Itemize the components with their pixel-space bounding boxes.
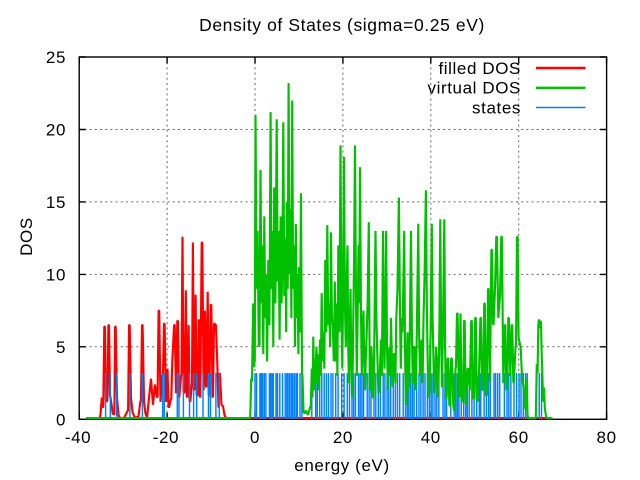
svg-text:-40: -40 [65, 428, 91, 447]
svg-text:states: states [472, 98, 521, 117]
svg-text:10: 10 [46, 266, 66, 285]
svg-text:virtual DOS: virtual DOS [427, 79, 521, 98]
svg-text:40: 40 [421, 428, 441, 447]
svg-text:15: 15 [46, 193, 66, 212]
svg-text:Density of States (sigma=0.25: Density of States (sigma=0.25 eV) [199, 15, 485, 35]
svg-text:60: 60 [509, 428, 529, 447]
svg-text:0: 0 [56, 410, 66, 429]
svg-text:5: 5 [56, 338, 66, 357]
svg-text:20: 20 [46, 121, 66, 140]
svg-text:25: 25 [46, 48, 66, 67]
svg-text:filled DOS: filled DOS [438, 59, 521, 78]
svg-text:energy (eV): energy (eV) [294, 456, 389, 475]
svg-text:-20: -20 [153, 428, 179, 447]
svg-text:20: 20 [333, 428, 353, 447]
svg-text:0: 0 [250, 428, 260, 447]
svg-text:80: 80 [597, 428, 617, 447]
svg-text:DOS: DOS [17, 217, 36, 256]
